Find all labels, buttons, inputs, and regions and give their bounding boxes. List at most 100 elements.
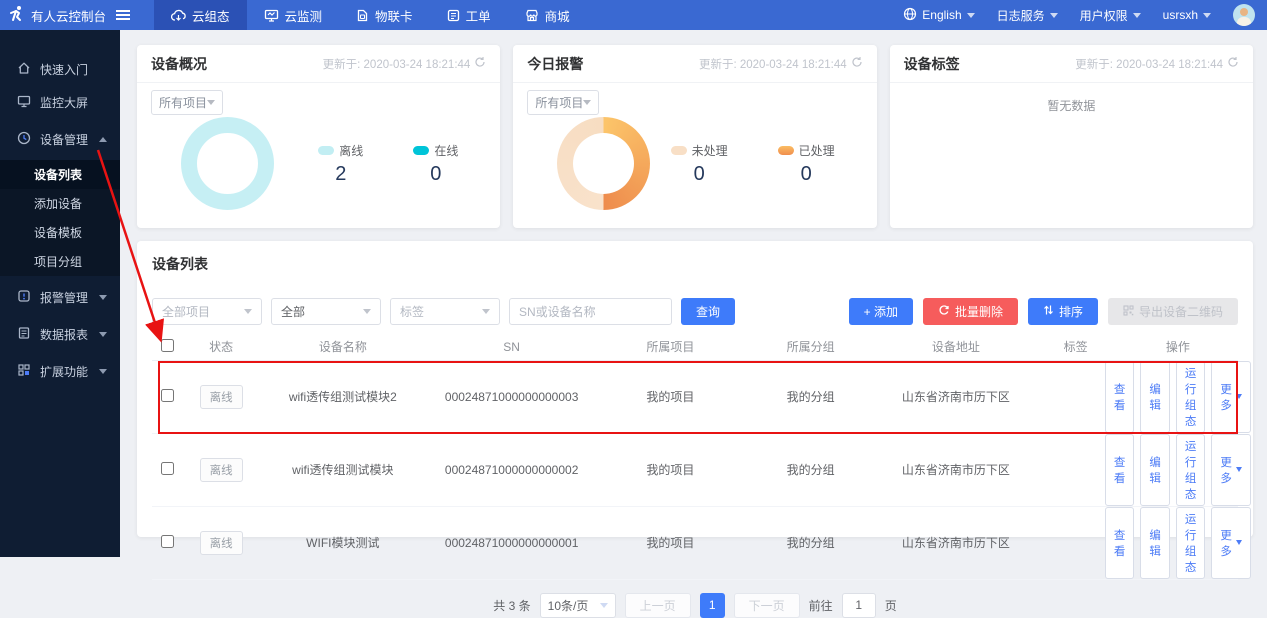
goto-page-input[interactable] bbox=[841, 592, 876, 618]
updated-at: 更新于: 2020-03-24 18:21:44 bbox=[323, 56, 487, 72]
tab-cloud-scada[interactable]: 云组态 bbox=[154, 0, 247, 30]
updated-at: 更新于: 2020-03-24 18:21:44 bbox=[699, 56, 863, 72]
next-page-button[interactable]: 下一页 bbox=[733, 592, 800, 618]
chevron-down-icon bbox=[1235, 467, 1242, 472]
grid-icon bbox=[17, 363, 31, 380]
device-project: 我的项目 bbox=[597, 433, 744, 507]
legend-unhandled[interactable]: 未处理 0 bbox=[670, 142, 728, 186]
work-order-icon bbox=[447, 9, 460, 22]
project-filter[interactable]: 全部项目 bbox=[152, 298, 262, 325]
legend-online[interactable]: 在线 0 bbox=[413, 142, 458, 186]
chevron-down-icon bbox=[363, 309, 371, 314]
chevron-down-icon bbox=[99, 332, 107, 337]
view-button[interactable]: 查看 bbox=[1104, 360, 1135, 433]
add-device-button[interactable]: + 添加 bbox=[848, 298, 913, 325]
batch-delete-button[interactable]: 批量删除 bbox=[922, 298, 1018, 325]
row-checkbox[interactable] bbox=[160, 388, 174, 402]
tab-iot-card[interactable]: 物联卡 bbox=[339, 0, 430, 30]
refresh-icon[interactable] bbox=[474, 56, 486, 71]
column-header-address: 设备地址 bbox=[878, 334, 1034, 361]
device-sn: 00024871000000000002 bbox=[425, 433, 598, 507]
refresh-icon[interactable] bbox=[851, 56, 863, 71]
more-button[interactable]: 更多 bbox=[1211, 360, 1251, 433]
legend-offline[interactable]: 离线 2 bbox=[318, 142, 363, 186]
summary-cards: 设备概况 更新于: 2020-03-24 18:21:44 所有项目 离线 2 bbox=[137, 45, 1253, 228]
updated-at: 更新于: 2020-03-24 18:21:44 bbox=[1075, 56, 1239, 72]
card-title: 今日报警 bbox=[527, 55, 584, 72]
view-button[interactable]: 查看 bbox=[1104, 433, 1135, 506]
avatar[interactable] bbox=[1233, 4, 1255, 26]
column-header-project: 所属项目 bbox=[597, 334, 744, 361]
sidebar-item-alarm-mgmt[interactable]: 报警管理 bbox=[0, 281, 120, 314]
refresh-icon[interactable] bbox=[1227, 56, 1239, 71]
legend-swatch bbox=[670, 145, 687, 155]
device-overview-card: 设备概况 更新于: 2020-03-24 18:21:44 所有项目 离线 2 bbox=[137, 45, 501, 228]
device-address: 山东省济南市历下区 bbox=[878, 506, 1034, 580]
search-input[interactable] bbox=[509, 298, 672, 325]
sort-button[interactable]: 排序 bbox=[1027, 298, 1098, 325]
sidebar-item-device-template[interactable]: 设备模板 bbox=[34, 226, 83, 240]
page-size-select[interactable]: 10条/页 bbox=[539, 592, 616, 618]
menu-toggle-icon[interactable] bbox=[116, 10, 131, 20]
more-button[interactable]: 更多 bbox=[1211, 506, 1251, 579]
device-table: 状态 设备名称 SN 所属项目 所属分组 设备地址 标签 操作 离线 wifi透… bbox=[152, 334, 1251, 580]
legend-swatch bbox=[777, 145, 794, 155]
goto-suffix: 页 bbox=[884, 598, 897, 613]
select-all-checkbox[interactable] bbox=[160, 338, 174, 352]
run-scada-button[interactable]: 运行组态 bbox=[1175, 433, 1206, 506]
tab-mall[interactable]: 商城 bbox=[508, 0, 587, 30]
edit-button[interactable]: 编辑 bbox=[1140, 360, 1170, 433]
top-nav: 云组态 云监测 物联卡 工单 商城 bbox=[154, 0, 587, 30]
brand: 有人云控制台 bbox=[0, 0, 140, 30]
sidebar-item-quick-start[interactable]: 快速入门 bbox=[0, 53, 120, 86]
device-name: wifi透传组测试模块 bbox=[260, 433, 426, 507]
sidebar-item-device-mgmt[interactable]: 设备管理 bbox=[0, 123, 120, 156]
row-checkbox[interactable] bbox=[160, 534, 174, 548]
device-project: 我的项目 bbox=[597, 360, 744, 434]
device-group: 我的分组 bbox=[743, 506, 879, 580]
sidebar-item-extensions[interactable]: 扩展功能 bbox=[0, 355, 120, 388]
chevron-down-icon bbox=[99, 295, 107, 300]
app-title: 有人云控制台 bbox=[31, 9, 107, 24]
run-scada-button[interactable]: 运行组态 bbox=[1175, 360, 1206, 433]
search-button[interactable]: 查询 bbox=[681, 298, 736, 325]
device-status-donut-chart bbox=[181, 117, 274, 210]
legend-handled[interactable]: 已处理 0 bbox=[777, 142, 835, 186]
device-name: WIFI模块测试 bbox=[260, 506, 426, 580]
chevron-down-icon bbox=[1203, 12, 1211, 18]
log-service-menu[interactable]: 日志服务 bbox=[997, 7, 1058, 24]
prev-page-button[interactable]: 上一页 bbox=[624, 592, 691, 618]
user-permission-menu[interactable]: 用户权限 bbox=[1080, 7, 1141, 24]
today-alarm-card: 今日报警 更新于: 2020-03-24 18:21:44 所有项目 未处理 0 bbox=[513, 45, 877, 228]
column-header-status: 状态 bbox=[182, 334, 261, 361]
table-header-row: 状态 设备名称 SN 所属项目 所属分组 设备地址 标签 操作 bbox=[152, 334, 1238, 361]
device-group: 我的分组 bbox=[743, 433, 879, 507]
chevron-down-icon bbox=[99, 369, 107, 374]
project-filter-select[interactable]: 所有项目 bbox=[527, 90, 600, 115]
sidebar-item-monitor-screen[interactable]: 监控大屏 bbox=[0, 86, 120, 119]
export-qr-button[interactable]: 导出设备二维码 bbox=[1107, 298, 1238, 325]
status-filter[interactable]: 全部 bbox=[271, 298, 381, 325]
chevron-down-icon bbox=[599, 602, 608, 608]
user-menu[interactable]: usrsxh bbox=[1163, 8, 1211, 22]
edit-button[interactable]: 编辑 bbox=[1140, 506, 1170, 579]
sidebar-item-project-group[interactable]: 项目分组 bbox=[34, 255, 83, 269]
tag-filter[interactable]: 标签 bbox=[390, 298, 500, 325]
view-button[interactable]: 查看 bbox=[1104, 506, 1135, 579]
main-content: 设备概况 更新于: 2020-03-24 18:21:44 所有项目 离线 2 bbox=[120, 30, 1267, 618]
language-switcher[interactable]: English bbox=[903, 7, 975, 24]
column-header-name: 设备名称 bbox=[260, 334, 426, 361]
sidebar-item-data-report[interactable]: 数据报表 bbox=[0, 318, 120, 351]
sidebar-item-device-list[interactable]: 设备列表 bbox=[0, 160, 120, 189]
more-button[interactable]: 更多 bbox=[1211, 433, 1251, 506]
tab-cloud-monitor[interactable]: 云监测 bbox=[247, 0, 340, 30]
chevron-down-icon bbox=[1132, 12, 1141, 18]
current-page[interactable]: 1 bbox=[699, 592, 725, 618]
row-checkbox[interactable] bbox=[160, 461, 174, 475]
edit-button[interactable]: 编辑 bbox=[1140, 433, 1170, 506]
project-filter-select[interactable]: 所有项目 bbox=[151, 90, 223, 115]
sidebar-item-add-device[interactable]: 添加设备 bbox=[34, 197, 83, 211]
column-header-operations: 操作 bbox=[1117, 334, 1238, 361]
tab-work-order[interactable]: 工单 bbox=[430, 0, 508, 30]
run-scada-button[interactable]: 运行组态 bbox=[1175, 506, 1206, 579]
